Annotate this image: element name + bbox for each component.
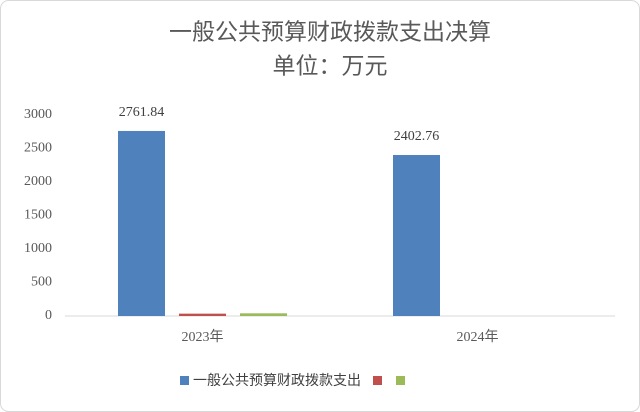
data-label: 2761.84 bbox=[119, 105, 165, 120]
y-tick-label: 2000 bbox=[24, 174, 52, 189]
x-tick-label: 2023年 bbox=[182, 329, 224, 345]
legend-label: 一般公共预算财政拨款支出 bbox=[193, 373, 361, 389]
y-tick-label: 1000 bbox=[24, 241, 52, 256]
legend-swatch bbox=[373, 376, 382, 385]
data-label: 2402.76 bbox=[394, 129, 440, 144]
y-tick-label: 2500 bbox=[24, 141, 52, 156]
bar bbox=[393, 155, 440, 316]
bar bbox=[240, 313, 287, 316]
legend-swatch bbox=[180, 376, 189, 385]
y-tick-label: 500 bbox=[31, 275, 52, 290]
y-tick-label: 1500 bbox=[24, 208, 52, 223]
chart-subtitle: 单位：万元 bbox=[273, 53, 388, 78]
y-tick-label: 0 bbox=[45, 308, 52, 323]
legend-swatch bbox=[396, 376, 405, 385]
bar bbox=[118, 130, 165, 316]
x-tick-label: 2024年 bbox=[457, 329, 499, 345]
bar bbox=[179, 313, 226, 316]
chart-title: 一般公共预算财政拨款支出决算 bbox=[169, 19, 491, 44]
y-tick-label: 3000 bbox=[24, 107, 52, 122]
